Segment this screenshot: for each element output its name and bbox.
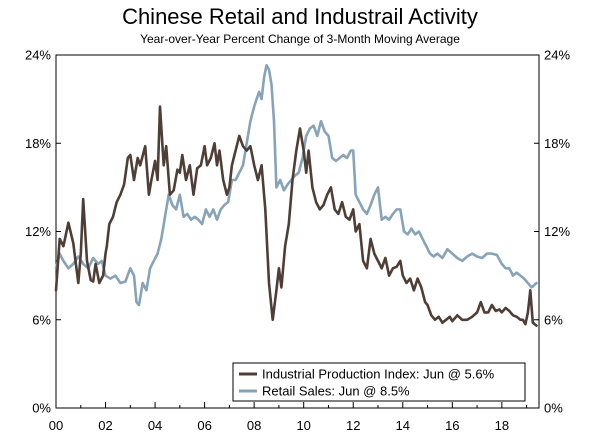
y-tick-label-left: 12% (25, 224, 51, 239)
x-tick-label: 00 (49, 418, 63, 433)
x-tick-label: 06 (197, 418, 211, 433)
y-tick-label-left: 18% (25, 136, 51, 151)
y-tick-label-right: 18% (544, 136, 570, 151)
y-tick-label-right: 24% (544, 48, 570, 63)
legend: Industrial Production Index: Jun @ 5.6% … (232, 362, 526, 402)
x-tick-label: 14 (396, 418, 410, 433)
y-tick-label-left: 0% (32, 401, 51, 416)
x-tick-label: 18 (495, 418, 509, 433)
x-tick-label: 10 (296, 418, 310, 433)
x-tick-label: 04 (148, 418, 162, 433)
chart-subtitle: Year-over-Year Percent Change of 3-Month… (140, 32, 460, 46)
y-tick-label-right: 0% (544, 401, 563, 416)
x-tick-label: 16 (445, 418, 459, 433)
series-line-retail-sales (54, 64, 538, 307)
legend-label-industrial-production: Industrial Production Index: Jun @ 5.6% (262, 367, 495, 382)
y-tick-label-right: 12% (544, 224, 570, 239)
legend-box (232, 362, 526, 402)
legend-label-retail-sales: Retail Sales: Jun @ 8.5% (262, 384, 410, 399)
x-tick-label: 12 (346, 418, 360, 433)
y-tick-label-left: 6% (32, 312, 51, 327)
chart-title: Chinese Retail and Industrail Activity (122, 4, 478, 29)
y-tick-label-right: 6% (544, 312, 563, 327)
plot-frame (55, 54, 540, 409)
series-line-industrial-production (54, 105, 538, 327)
x-tick-label: 02 (98, 418, 112, 433)
x-tick-label: 08 (247, 418, 261, 433)
y-tick-label-left: 24% (25, 48, 51, 63)
